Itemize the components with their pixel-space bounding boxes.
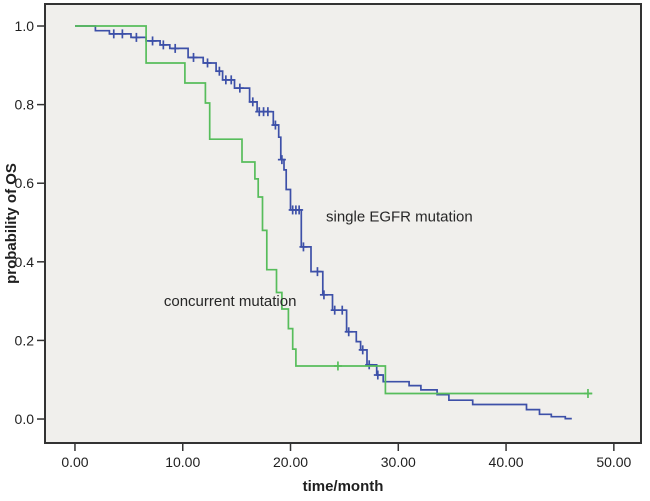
x-tick-label: 50.00 <box>596 454 631 470</box>
x-tick-label: 10.00 <box>165 454 200 470</box>
y-axis: 0.0 0.2 0.4 0.6 0.8 1.0 <box>15 18 44 427</box>
curve-concurrent-mutation <box>75 25 593 395</box>
annotation-single-egfr-mutation: single EGFR mutation <box>326 209 473 226</box>
x-tick-label: 40.00 <box>489 454 524 470</box>
series-concurrent-mutation: concurrent mutation <box>75 25 593 398</box>
x-tick-label: 20.00 <box>273 454 308 470</box>
x-tick-label: 30.00 <box>381 454 416 470</box>
y-tick-label: 0.0 <box>15 411 35 427</box>
x-tick-label: 0.00 <box>61 454 88 470</box>
series-single-egfr-mutation: single EGFR mutation <box>75 25 572 420</box>
y-tick-label: 0.8 <box>15 97 35 113</box>
censor-marks-single-egfr-mutation <box>109 29 382 380</box>
y-tick-label: 0.4 <box>15 254 35 270</box>
y-tick-label: 0.2 <box>15 332 35 348</box>
x-axis-title: time/month <box>303 478 384 495</box>
y-tick-label: 0.6 <box>15 175 35 191</box>
plot-area <box>44 3 642 444</box>
y-axis-title: probability of OS <box>3 163 20 284</box>
y-tick-label: 1.0 <box>15 18 35 34</box>
x-axis: 0.00 10.00 20.00 30.00 40.00 50.00 <box>61 444 632 470</box>
annotation-concurrent-mutation: concurrent mutation <box>164 293 297 310</box>
censor-marks-concurrent-mutation <box>333 361 592 398</box>
